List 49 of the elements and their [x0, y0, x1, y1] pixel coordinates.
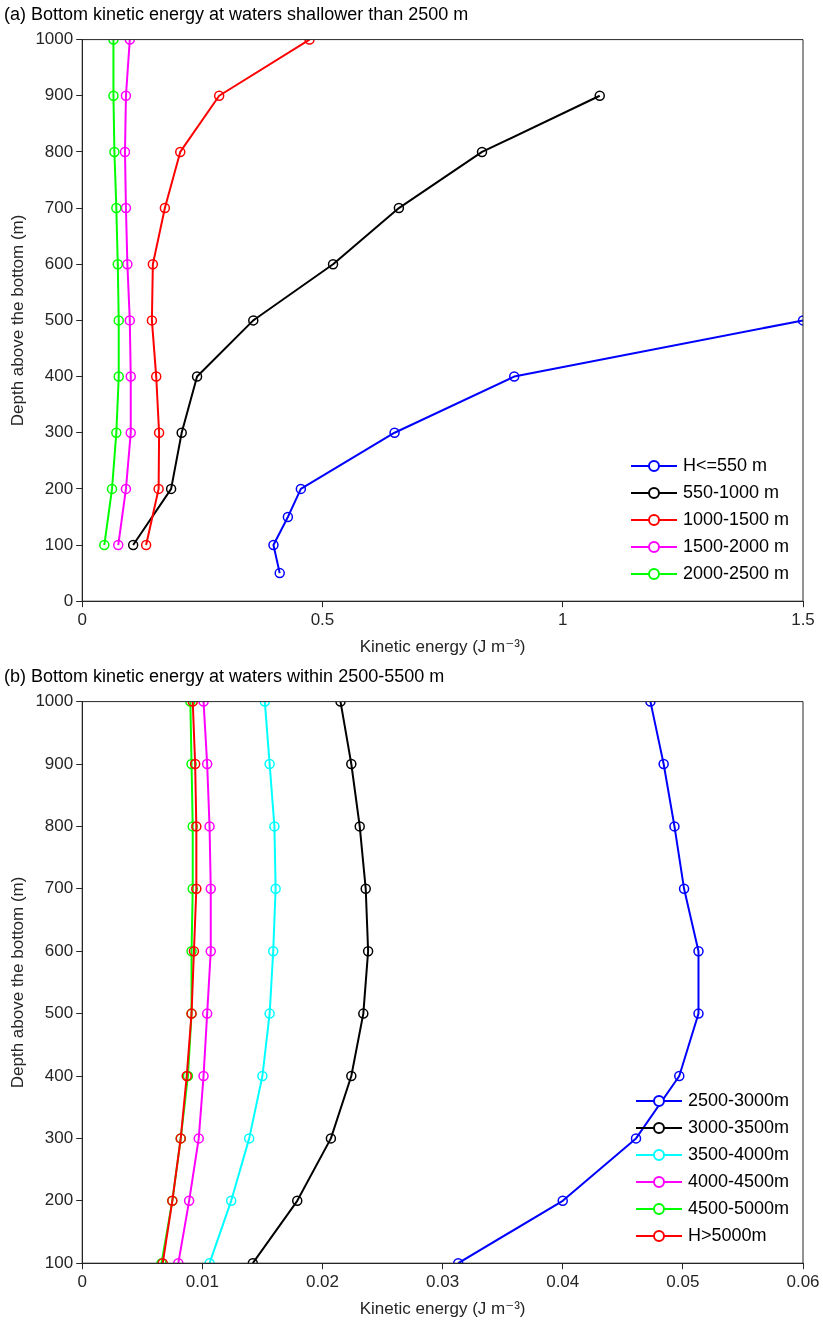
x-tick-label: 0.03	[426, 1272, 460, 1292]
y-axis-title: Depth above the bottom (m)	[7, 876, 27, 1089]
legend-label: 2500-3000m	[687, 1089, 789, 1113]
legend-label: H<=550 m	[682, 454, 767, 478]
x-tick-label: 0.06	[786, 1272, 820, 1292]
y-tick-label: 800	[44, 141, 74, 161]
y-axis-title: Depth above the bottom (m)	[7, 214, 27, 427]
y-tick-label: 900	[44, 753, 74, 773]
y-tick-label: 400	[44, 1065, 74, 1085]
y-tick-label: 500	[44, 310, 74, 330]
y-tick-label: 200	[44, 478, 74, 498]
x-tick-label: 0	[77, 1272, 87, 1292]
chart-title: (a) Bottom kinetic energy at waters shallower than 2500 m	[4, 3, 469, 24]
legend-label: 1000-1500 m	[682, 508, 789, 532]
x-tick-label: 0.01	[185, 1272, 219, 1292]
y-tick-label: 100	[44, 1252, 74, 1272]
y-tick-label: 1000	[35, 29, 74, 49]
legend-label: 3000-3500m	[687, 1116, 789, 1140]
legend-label: H>5000m	[687, 1224, 767, 1248]
x-tick-label: 0.04	[546, 1272, 580, 1292]
legend-label: 2000-2500 m	[682, 562, 789, 586]
y-tick-label: 200	[44, 1190, 74, 1210]
legend-label: 4500-5000m	[687, 1197, 789, 1221]
y-tick-label: 600	[44, 253, 74, 273]
legend-label: 1500-2000 m	[682, 535, 789, 559]
chart-title: (b) Bottom kinetic energy at waters within 2500-5500 m	[4, 665, 445, 686]
x-axis-title: Kinetic energy (J m⁻³)	[359, 637, 526, 657]
y-tick-label: 0	[63, 590, 74, 610]
y-tick-label: 300	[44, 422, 74, 442]
y-tick-label: 700	[44, 878, 74, 898]
x-tick-label: 0	[77, 610, 87, 630]
x-tick-label: 0.5	[310, 610, 335, 630]
y-tick-label: 900	[44, 85, 74, 105]
y-tick-label: 700	[44, 197, 74, 217]
y-tick-label: 400	[44, 366, 74, 386]
y-tick-label: 500	[44, 1003, 74, 1023]
y-tick-label: 300	[44, 1128, 74, 1148]
x-tick-label: 0.05	[666, 1272, 700, 1292]
y-tick-label: 1000	[35, 691, 74, 711]
x-tick-label: 0.02	[305, 1272, 340, 1292]
legend-label: 4000-4500m	[687, 1170, 789, 1194]
y-tick-label: 600	[44, 940, 74, 960]
x-tick-label: 1.5	[791, 610, 815, 630]
x-axis-title: Kinetic energy (J m⁻³)	[359, 1299, 526, 1319]
y-tick-label: 100	[44, 534, 74, 554]
legend-label: 3500-4000m	[687, 1143, 789, 1167]
x-tick-label: 1	[558, 610, 568, 630]
legend-label: 550-1000 m	[682, 481, 779, 505]
y-tick-label: 800	[44, 816, 74, 836]
